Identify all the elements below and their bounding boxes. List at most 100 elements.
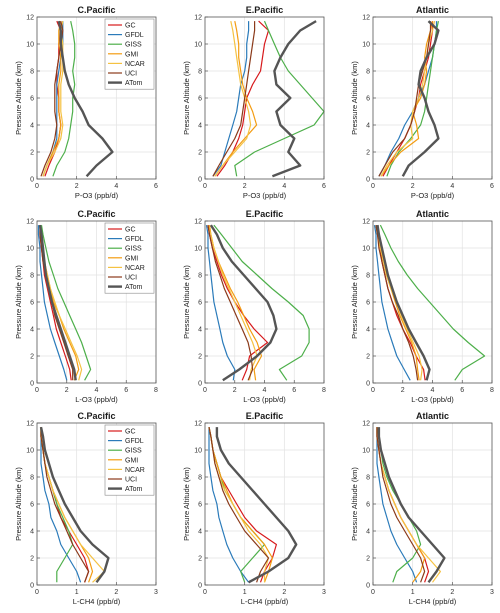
- y-tick-label: 4: [198, 123, 202, 130]
- y-tick-label: 6: [30, 300, 34, 307]
- series-line-giss: [213, 224, 310, 381]
- y-tick-label: 4: [30, 327, 34, 334]
- panel-title: E.Pacific: [246, 411, 284, 421]
- y-tick-label: 2: [198, 556, 202, 563]
- x-axis-label: P-O3 (ppb/d): [411, 191, 455, 200]
- legend: GC GFDL GISS GMI NCAR UCI ATom: [104, 222, 155, 294]
- legend-label: GMI: [125, 51, 138, 58]
- y-tick-label: 0: [366, 583, 370, 590]
- series-line-uci: [378, 21, 432, 177]
- series-line-giss: [379, 224, 486, 381]
- x-tick-label: 6: [124, 387, 128, 394]
- y-tick-label: 6: [198, 96, 202, 103]
- y-tick-label: 0: [30, 583, 34, 590]
- series-line-gmi: [214, 20, 258, 177]
- y-tick-label: 4: [30, 529, 34, 536]
- y-tick-label: 12: [362, 15, 370, 22]
- series-line-atom: [376, 224, 431, 381]
- x-tick-label: 0: [371, 387, 375, 394]
- legend-label: NCAR: [125, 61, 145, 68]
- y-tick-label: 4: [30, 123, 34, 130]
- y-tick-label: 0: [198, 177, 202, 184]
- y-tick-label: 6: [366, 300, 370, 307]
- y-tick-label: 0: [30, 177, 34, 184]
- legend-label: GC: [125, 23, 136, 30]
- y-tick-label: 2: [198, 354, 202, 361]
- y-tick-label: 2: [366, 556, 370, 563]
- y-tick-label: 4: [366, 327, 370, 334]
- y-tick-label: 8: [30, 475, 34, 482]
- series-line-uci: [375, 225, 419, 381]
- y-tick-label: 0: [30, 381, 34, 388]
- x-axis-label: L-O3 (ppb/d): [243, 395, 286, 404]
- x-tick-label: 0: [203, 183, 207, 190]
- legend: GC GFDL GISS GMI NCAR UCI ATom: [104, 18, 155, 90]
- panel-title: C.Pacific: [77, 5, 115, 15]
- x-axis-label: P-O3 (ppb/d): [75, 191, 119, 200]
- panel-title: E.Pacific: [246, 209, 284, 219]
- y-tick-label: 8: [30, 273, 34, 280]
- y-tick-label: 6: [366, 96, 370, 103]
- y-tick-label: 6: [198, 502, 202, 509]
- legend-label: GFDL: [125, 236, 144, 243]
- x-tick-label: 6: [460, 387, 464, 394]
- y-tick-label: 2: [198, 150, 202, 157]
- x-tick-label: 4: [431, 387, 435, 394]
- y-axis-label: Pressure Altitude (km): [182, 265, 191, 339]
- y-axis-label: Pressure Altitude (km): [182, 467, 191, 541]
- x-tick-label: 2: [75, 183, 79, 190]
- legend-label: GMI: [125, 255, 138, 262]
- y-tick-label: 12: [194, 219, 202, 226]
- series-line-uci: [376, 427, 426, 583]
- series-line-atom: [209, 224, 278, 382]
- y-tick-label: 10: [194, 246, 202, 253]
- x-tick-label: 2: [65, 387, 69, 394]
- legend-label: ATom: [125, 284, 143, 291]
- panel-3: 0 2 4 6 8 10 12 0 2 4 6 Atlantic P-O3 (ppb/d) Pressur…: [350, 5, 494, 200]
- y-tick-label: 2: [30, 150, 34, 157]
- panel-title: E.Pacific: [246, 5, 284, 15]
- y-tick-label: 8: [366, 69, 370, 76]
- legend-label: GC: [125, 227, 136, 234]
- panel-title: Atlantic: [416, 209, 449, 219]
- x-tick-label: 6: [322, 183, 326, 190]
- x-tick-label: 0: [35, 387, 39, 394]
- x-tick-label: 1: [75, 589, 79, 596]
- series-line-atom: [39, 426, 110, 584]
- y-axis-label: Pressure Altitude (km): [182, 61, 191, 135]
- x-axis-label: L-O3 (ppb/d): [411, 395, 454, 404]
- legend-label: GISS: [125, 246, 142, 253]
- series-line-atom: [271, 20, 317, 178]
- series-line-giss: [234, 20, 325, 177]
- panel-title: Atlantic: [416, 411, 449, 421]
- y-tick-label: 4: [198, 327, 202, 334]
- x-tick-label: 8: [490, 387, 494, 394]
- series-line-uci: [212, 21, 256, 177]
- series-line-atom: [38, 224, 77, 381]
- series-line-gfdl: [376, 427, 418, 583]
- y-tick-label: 12: [194, 421, 202, 428]
- x-axis-label: L-CH4 (ppb/d): [241, 597, 289, 606]
- panel-4: 0 2 4 6 8 10 12 0 2 4 6 8 C.Pacific L-O3 (ppb/d) Press…: [14, 209, 158, 404]
- x-tick-label: 1: [243, 589, 247, 596]
- x-tick-label: 0: [371, 589, 375, 596]
- y-tick-label: 4: [366, 123, 370, 130]
- y-tick-label: 0: [366, 381, 370, 388]
- y-tick-label: 4: [198, 529, 202, 536]
- y-tick-label: 0: [198, 583, 202, 590]
- y-tick-label: 10: [362, 42, 370, 49]
- legend-label: UCI: [125, 275, 137, 282]
- x-axis-label: L-CH4 (ppb/d): [409, 597, 457, 606]
- y-tick-label: 6: [30, 502, 34, 509]
- y-axis-label: Pressure Altitude (km): [14, 467, 23, 541]
- panel-1: 0 2 4 6 8 10 12 0 2 4 6 C.Pacific P-O3 (ppb/d) Pressu…: [14, 5, 158, 200]
- y-axis-label: Pressure Altitude (km): [350, 467, 359, 541]
- legend-label: GFDL: [125, 438, 144, 445]
- panel-6: 0 2 4 6 8 10 12 0 2 4 6 8 Atlantic L-O3 (ppb/d) Pressu…: [350, 209, 494, 404]
- x-tick-label: 0: [371, 183, 375, 190]
- x-tick-label: 0: [35, 183, 39, 190]
- y-tick-label: 12: [26, 219, 34, 226]
- x-tick-label: 3: [322, 589, 326, 596]
- panel-title: C.Pacific: [77, 209, 115, 219]
